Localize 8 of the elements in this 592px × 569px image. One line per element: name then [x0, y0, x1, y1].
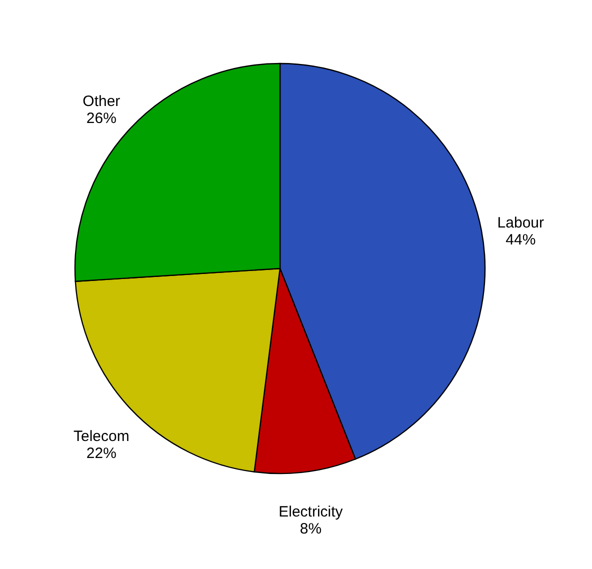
slice-label: Other — [82, 92, 120, 110]
data-label: 44% — [506, 232, 536, 249]
data-label: 22% — [86, 445, 116, 462]
slice-label: Labour — [497, 214, 544, 232]
data-label: 8% — [300, 520, 322, 538]
data-label: 26% — [86, 110, 116, 127]
slice-label: Telecom — [73, 428, 130, 446]
slice-label: Electricity — [278, 504, 344, 521]
